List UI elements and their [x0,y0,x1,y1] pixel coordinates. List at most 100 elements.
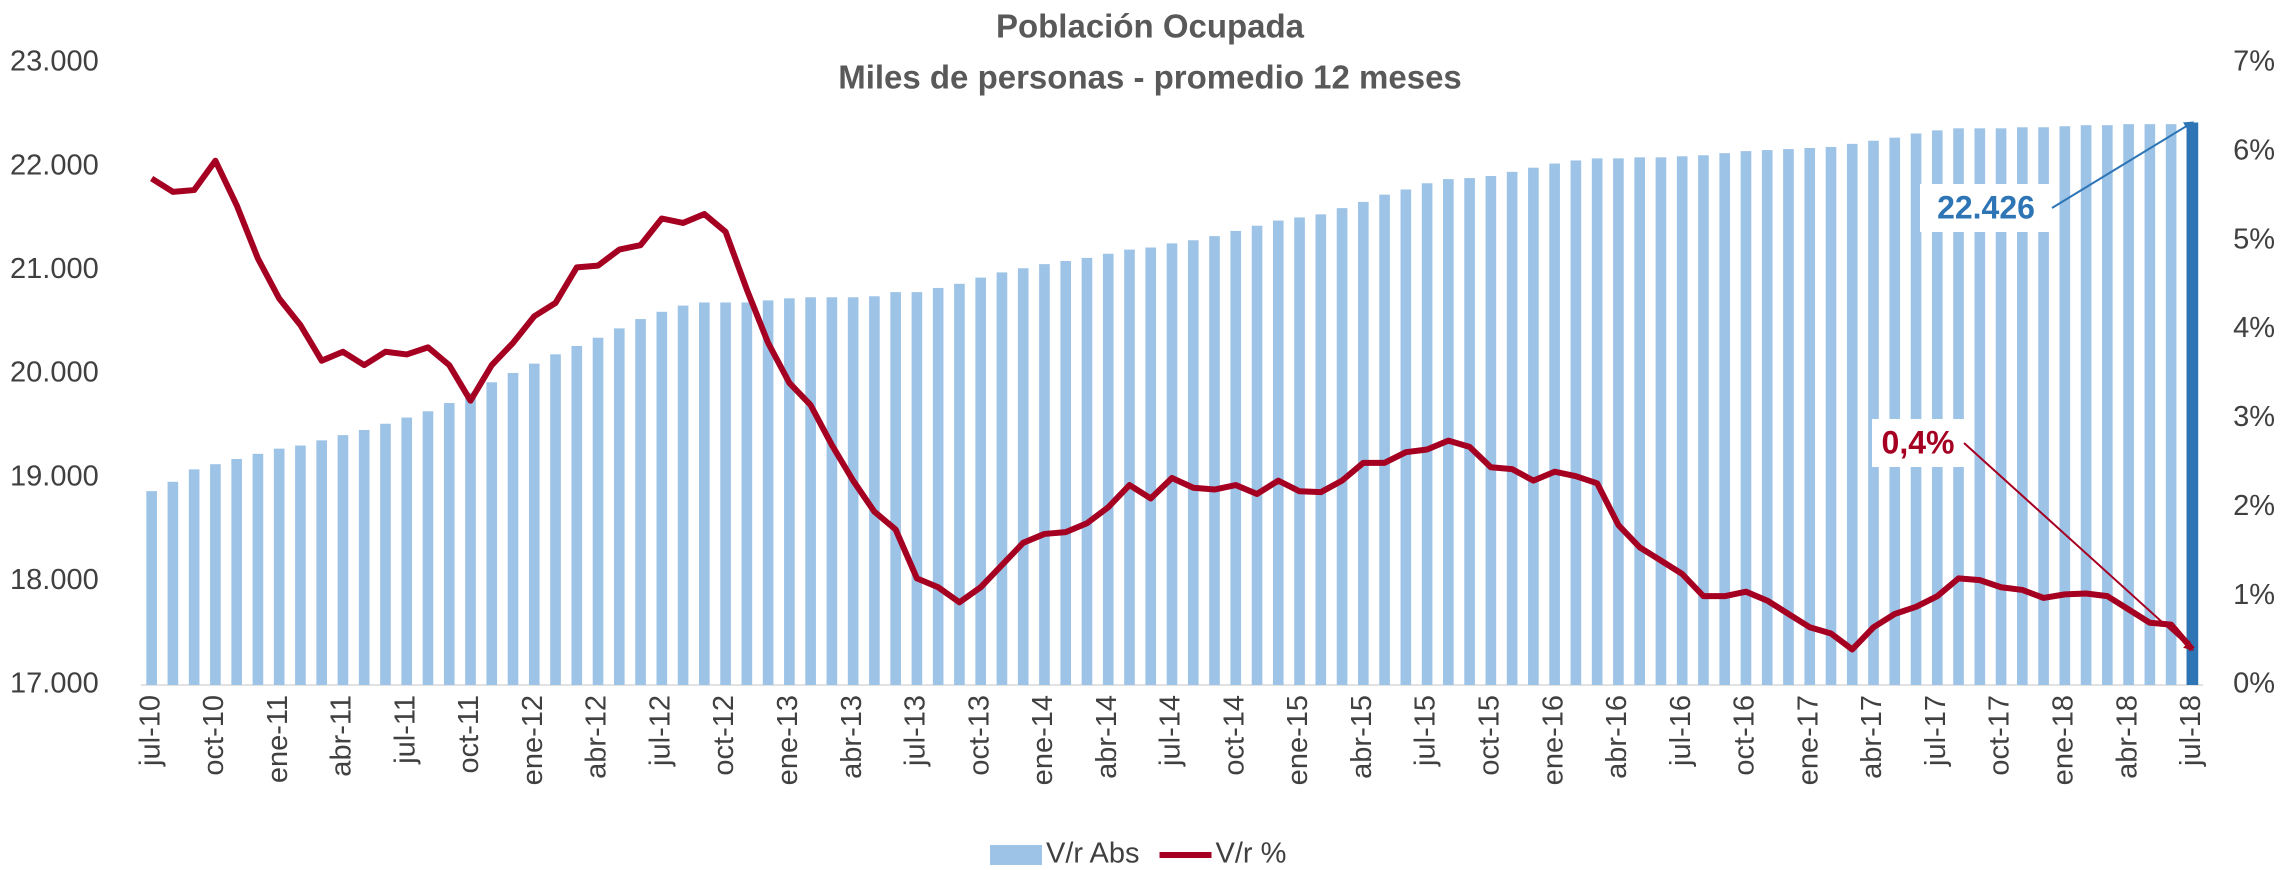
bar [1017,268,1029,685]
bar [231,459,242,685]
bar [1294,217,1305,686]
bar [2038,127,2049,686]
bar [592,337,604,685]
y-tick-label: 18.000 [10,564,99,596]
bar [1889,137,1901,685]
bar [507,372,519,685]
bar [1719,153,1731,685]
x-tick-label: jul-12 [644,695,676,767]
y-tick-label: 17.000 [10,668,99,700]
bar [188,469,200,685]
bar [1421,183,1433,685]
x-tick-label: ene-13 [772,695,804,785]
y-tick-label: 23.000 [10,46,99,78]
chart-title: Población Ocupada [996,8,1305,45]
data-label: 0,4% [1882,424,1955,460]
bar [1102,253,1114,685]
bar [1230,230,1242,685]
y-tick-label: 19.000 [10,460,99,492]
bar [1315,214,1327,685]
bar [869,296,880,685]
x-tick-label: oct-12 [708,695,740,776]
y-tick-label: 20.000 [10,357,99,389]
bar [2123,124,2134,685]
x-tick-label: abr-15 [1346,695,1378,779]
x-tick-label: jul-13 [900,695,932,767]
bar [273,448,285,685]
y2-tick-label: 2% [2233,490,2275,522]
x-tick-label: abr-16 [1601,695,1633,779]
bar [890,292,901,685]
bar [2186,122,2199,686]
y2-tick-label: 3% [2233,401,2275,433]
chart-subtitle: Miles de personas - promedio 12 meses [838,59,1462,96]
x-tick-label: jul-11 [389,695,421,765]
bar [443,403,455,685]
bar [847,297,859,685]
bar [1846,143,1858,686]
legend-label: V/r Abs [1046,838,1140,870]
bar [932,287,944,685]
bar [1676,156,1688,686]
bar [1613,158,1624,685]
x-tick-label: abr-18 [2111,695,2143,779]
bar [1379,194,1390,685]
bar [465,392,476,685]
bar [401,417,413,685]
x-tick-label: oct-17 [1984,695,2016,776]
bar [1358,201,1369,685]
bar [358,429,370,685]
bar [1953,128,1964,685]
bar [486,382,498,685]
bar [1166,243,1178,685]
bar [1336,208,1348,685]
bar [1783,149,1794,685]
y2-tick-label: 4% [2233,312,2275,344]
bar [613,328,625,685]
bar [1081,257,1093,685]
x-tick-label: abr-14 [1091,695,1123,779]
bar [1060,261,1072,685]
bar [656,311,668,685]
bar [167,481,179,685]
x-tick-label: abr-11 [326,695,358,777]
y2-tick-label: 1% [2233,579,2275,611]
x-tick-label: oct-11 [453,695,485,773]
y-tick-label: 22.000 [10,149,99,181]
x-tick-label: jul-18 [2175,695,2207,767]
bar [784,298,795,685]
bar [1400,189,1412,685]
bar [550,354,561,685]
bar [1995,128,2007,685]
legend-swatch [990,845,1042,865]
x-tick-label: jul-16 [1665,695,1697,767]
bar [741,302,753,685]
bar [210,464,221,685]
y-tick-label: 21.000 [10,253,99,285]
bar [911,292,923,685]
bar [1634,157,1645,685]
bar [1825,146,1837,686]
bar [528,363,540,685]
bar [1740,151,1752,685]
bar [2080,125,2092,685]
x-tick-label: oct-15 [1474,695,1506,776]
bar [1655,157,1667,685]
bar [677,305,689,685]
callout-leader [2051,121,2195,209]
x-tick-label: oct-16 [1729,695,1761,776]
legend-label: V/r % [1216,838,1287,870]
x-tick-label: abr-13 [836,695,868,779]
bar [1804,148,1816,686]
x-tick-label: jul-10 [134,695,166,767]
bar [1485,175,1497,685]
callout-leader [1963,442,2194,651]
bar [1868,140,1879,685]
x-tick-label: ene-18 [2047,695,2079,785]
bar [1761,150,1773,685]
bar [571,346,583,685]
data-label: 22.426 [1937,189,2035,225]
bar [2059,126,2071,685]
bar [1549,163,1560,686]
bar [380,423,391,685]
